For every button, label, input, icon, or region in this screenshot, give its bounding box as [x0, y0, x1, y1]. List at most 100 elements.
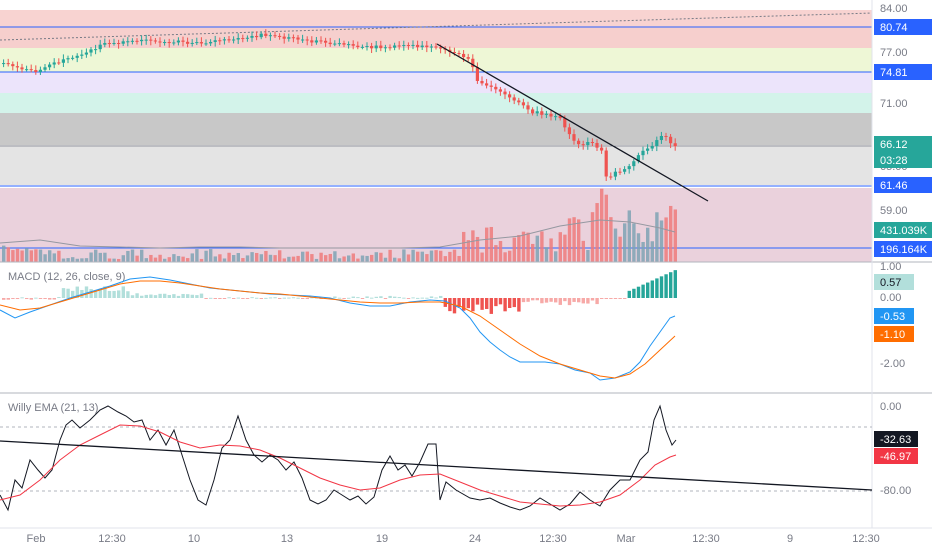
candle-body[interactable]: [590, 142, 594, 144]
candle-body[interactable]: [439, 47, 443, 49]
candle-body[interactable]: [241, 38, 245, 40]
candle-body[interactable]: [52, 62, 56, 65]
candle-body[interactable]: [181, 40, 185, 42]
candle-body[interactable]: [531, 109, 535, 114]
willy-ema-line[interactable]: [0, 424, 677, 507]
candle-body[interactable]: [98, 44, 102, 50]
candle-body[interactable]: [347, 44, 351, 46]
candle-body[interactable]: [264, 33, 268, 36]
signal-line[interactable]: [0, 280, 676, 379]
candle-body[interactable]: [195, 42, 199, 44]
candle-body[interactable]: [540, 111, 544, 115]
candle-body[interactable]: [15, 66, 19, 68]
price-candles[interactable]: [2, 29, 677, 182]
candle-body[interactable]: [577, 140, 581, 145]
candle-body[interactable]: [236, 38, 240, 40]
time-axis[interactable]: Feb 12:30 10 13 19 24 12:30 Mar 12:30 9 …: [27, 533, 880, 545]
candle-body[interactable]: [140, 39, 144, 42]
candle-body[interactable]: [475, 67, 479, 81]
candle-body[interactable]: [466, 57, 470, 59]
candle-body[interactable]: [190, 42, 194, 44]
candle-body[interactable]: [360, 46, 364, 48]
candle-body[interactable]: [489, 85, 493, 87]
candle-body[interactable]: [11, 64, 15, 67]
candle-body[interactable]: [2, 63, 6, 65]
candle-body[interactable]: [383, 47, 387, 49]
candle-body[interactable]: [632, 161, 636, 167]
candle-body[interactable]: [75, 55, 79, 58]
candle-body[interactable]: [259, 33, 263, 38]
candle-body[interactable]: [176, 40, 180, 43]
willy-trendline[interactable]: [0, 440, 873, 491]
candle-body[interactable]: [416, 44, 420, 48]
candle-body[interactable]: [153, 40, 157, 42]
candle-body[interactable]: [199, 42, 203, 44]
candle-body[interactable]: [186, 41, 190, 44]
macd-tag[interactable]: [874, 308, 914, 324]
candle-body[interactable]: [480, 80, 484, 84]
candle-body[interactable]: [328, 42, 332, 45]
price-axis[interactable]: 84.00 77.00 71.00 65.00 59.00 1.00 80.74…: [874, 3, 932, 464]
candle-body[interactable]: [457, 53, 461, 55]
candle-body[interactable]: [595, 143, 599, 148]
candle-body[interactable]: [268, 35, 272, 37]
price-tag-countdown[interactable]: [874, 152, 932, 168]
candle-body[interactable]: [126, 41, 130, 43]
candle-body[interactable]: [397, 45, 401, 47]
candle-body[interactable]: [526, 105, 530, 110]
macd-tag[interactable]: [874, 326, 914, 342]
candle-body[interactable]: [609, 176, 613, 178]
candle-body[interactable]: [213, 40, 217, 42]
candle-body[interactable]: [420, 45, 424, 48]
candle-body[interactable]: [623, 169, 627, 172]
price-tag-volume-ma[interactable]: [874, 241, 932, 257]
candle-body[interactable]: [586, 142, 590, 146]
candle-body[interactable]: [374, 45, 378, 49]
candle-body[interactable]: [84, 52, 88, 55]
candle-body[interactable]: [659, 135, 663, 141]
candle-body[interactable]: [305, 39, 309, 41]
candle-body[interactable]: [627, 166, 631, 170]
candle-body[interactable]: [255, 35, 259, 38]
candle-body[interactable]: [121, 41, 125, 44]
willy-tag[interactable]: [874, 448, 918, 464]
candle-body[interactable]: [669, 136, 673, 144]
candle-body[interactable]: [282, 36, 286, 39]
trendline-down[interactable]: [436, 43, 709, 202]
candle-body[interactable]: [333, 43, 337, 45]
candle-body[interactable]: [94, 49, 98, 51]
candle-body[interactable]: [38, 69, 42, 72]
macd-tag[interactable]: [874, 274, 914, 290]
candle-body[interactable]: [388, 47, 392, 49]
candle-body[interactable]: [25, 69, 29, 71]
candle-body[interactable]: [485, 83, 489, 86]
macd-line[interactable]: [0, 276, 676, 381]
candle-body[interactable]: [549, 113, 553, 117]
candle-body[interactable]: [71, 57, 75, 59]
candle-body[interactable]: [167, 42, 171, 44]
candle-body[interactable]: [351, 44, 355, 46]
candle-body[interactable]: [544, 113, 548, 115]
candle-body[interactable]: [209, 41, 213, 44]
candle-body[interactable]: [429, 46, 433, 48]
candle-body[interactable]: [34, 70, 38, 72]
candle-body[interactable]: [452, 51, 456, 54]
candle-body[interactable]: [6, 63, 10, 65]
candle-body[interactable]: [558, 116, 562, 119]
candle-body[interactable]: [337, 43, 341, 45]
candle-body[interactable]: [245, 37, 249, 39]
price-tag-last[interactable]: [874, 136, 932, 152]
candle-body[interactable]: [107, 43, 111, 45]
candle-body[interactable]: [613, 171, 617, 177]
candle-body[interactable]: [80, 54, 84, 56]
candle-body[interactable]: [29, 69, 33, 71]
candle-body[interactable]: [250, 35, 254, 38]
candle-body[interactable]: [434, 46, 438, 48]
candle-body[interactable]: [314, 40, 318, 43]
candle-body[interactable]: [563, 118, 567, 128]
candle-body[interactable]: [365, 46, 369, 48]
candle-body[interactable]: [204, 43, 208, 45]
candle-body[interactable]: [650, 146, 654, 149]
candle-body[interactable]: [646, 148, 650, 151]
